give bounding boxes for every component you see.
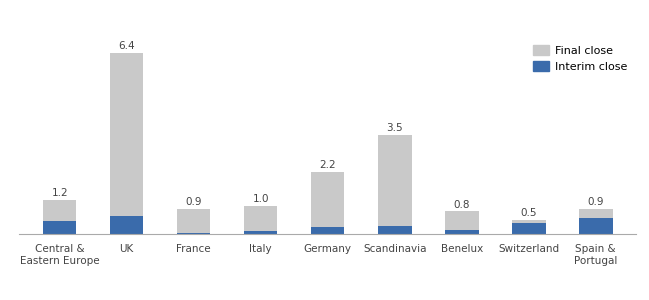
Bar xyxy=(579,208,613,217)
Bar xyxy=(311,227,345,234)
Bar xyxy=(445,212,478,230)
Bar xyxy=(378,226,411,234)
Bar xyxy=(579,218,613,234)
Bar xyxy=(110,216,143,234)
Bar xyxy=(43,221,77,234)
Text: 0.9: 0.9 xyxy=(587,197,604,207)
Bar xyxy=(177,208,210,232)
Text: 0.8: 0.8 xyxy=(454,200,470,210)
Bar xyxy=(311,172,345,227)
Bar xyxy=(177,232,210,234)
Text: 3.5: 3.5 xyxy=(386,123,403,133)
Bar xyxy=(512,220,546,223)
Bar xyxy=(244,231,278,234)
Text: 0.5: 0.5 xyxy=(520,208,537,218)
Text: 1.2: 1.2 xyxy=(51,188,68,198)
Bar xyxy=(110,53,143,216)
Bar xyxy=(244,206,278,231)
Legend: Final close, Interim close: Final close, Interim close xyxy=(529,42,630,75)
Bar xyxy=(445,230,478,234)
Text: 6.4: 6.4 xyxy=(118,41,135,51)
Text: 0.9: 0.9 xyxy=(186,197,202,207)
Bar xyxy=(378,135,411,226)
Bar xyxy=(512,223,546,234)
Bar xyxy=(43,200,77,221)
Text: 2.2: 2.2 xyxy=(319,160,336,170)
Text: 1.0: 1.0 xyxy=(252,194,269,204)
